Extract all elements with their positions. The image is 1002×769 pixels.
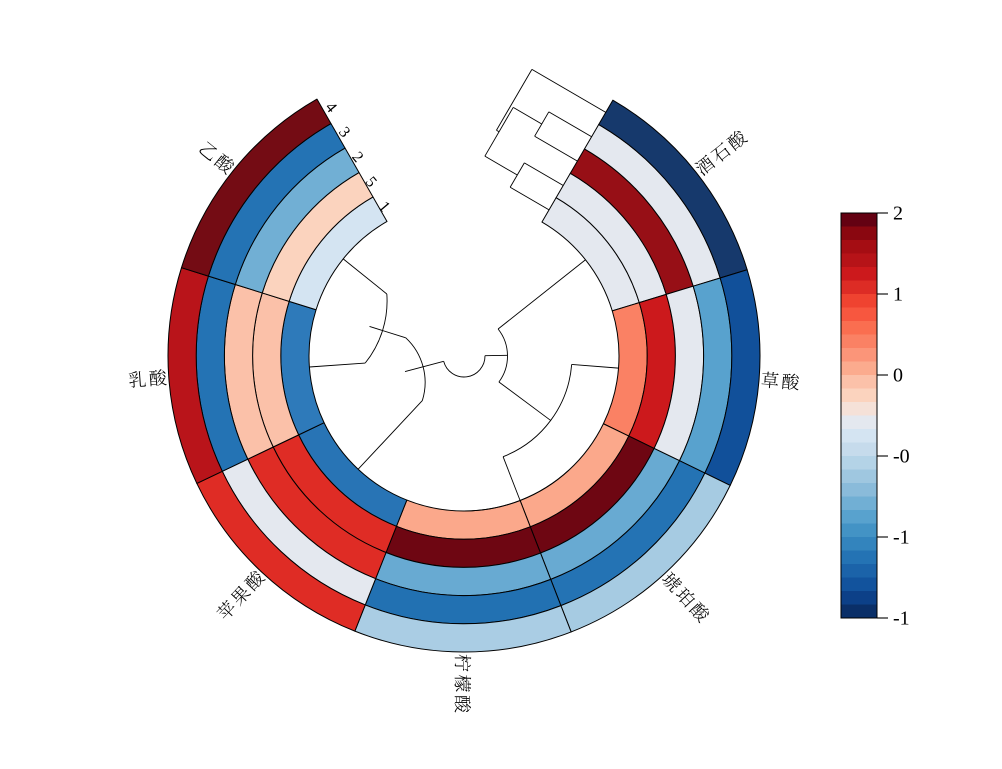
svg-text:1: 1 — [893, 284, 903, 306]
svg-text:2: 2 — [893, 203, 903, 225]
svg-text:0: 0 — [893, 365, 903, 387]
svg-text:-1: -1 — [893, 527, 910, 549]
svg-text:-1: -1 — [893, 608, 910, 630]
svg-text:-0: -0 — [893, 446, 910, 468]
